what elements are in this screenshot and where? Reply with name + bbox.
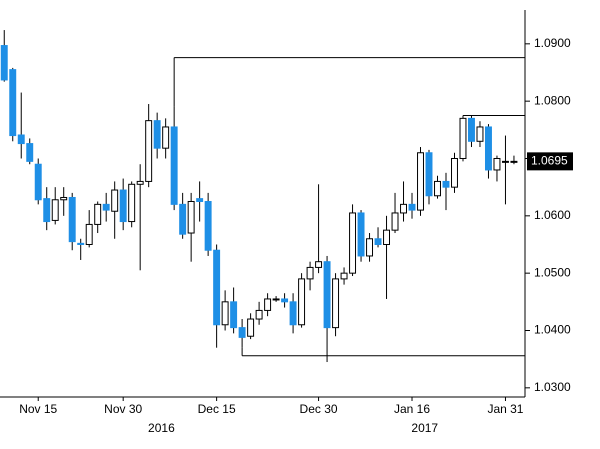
candle-body — [68, 196, 76, 243]
candle-body — [298, 278, 306, 326]
candle-body — [204, 200, 212, 251]
x-tick-label: Dec 30 — [300, 402, 338, 416]
candle-body — [434, 180, 441, 197]
candle-body — [85, 223, 93, 245]
candle-body — [238, 327, 246, 338]
y-tick-label: 1.0300 — [534, 380, 571, 394]
candle-body — [179, 203, 187, 235]
candle-body — [230, 301, 238, 329]
candle-body — [332, 278, 340, 329]
candle-body — [136, 180, 144, 185]
last-price-label: 1.0695 — [531, 154, 568, 168]
candle-body — [400, 203, 407, 214]
candle-body — [17, 134, 25, 145]
year-label: 2017 — [411, 421, 438, 435]
candle-body — [383, 229, 391, 245]
x-tick-label: Jan 31 — [487, 402, 523, 416]
candle-body — [357, 212, 365, 257]
candle-body — [255, 309, 263, 320]
candle-body — [34, 163, 42, 201]
candle-body — [128, 183, 136, 223]
candle-body — [94, 203, 102, 225]
candle-body — [9, 69, 17, 137]
x-tick-label: Nov 30 — [104, 402, 142, 416]
candle-body — [26, 143, 34, 162]
candle-body — [340, 272, 348, 280]
y-tick-label: 1.0500 — [534, 265, 571, 279]
x-tick-label: Dec 15 — [198, 402, 236, 416]
x-tick-label: Jan 16 — [394, 402, 430, 416]
candle-body — [315, 261, 323, 268]
candle-body — [51, 199, 59, 221]
candle-body — [408, 203, 416, 211]
candle-body — [170, 126, 178, 205]
y-tick-label: 1.0800 — [534, 93, 571, 107]
candle-body — [60, 196, 68, 201]
candle-body — [221, 301, 229, 326]
y-tick-label: 1.0900 — [534, 36, 571, 50]
candle-body — [510, 160, 518, 163]
candle-body — [196, 198, 204, 202]
candle-body — [0, 45, 8, 81]
candle-body — [111, 189, 119, 212]
candle-body — [374, 238, 382, 245]
candle-body — [501, 160, 509, 163]
candle-body — [484, 126, 492, 171]
candle-body — [153, 120, 161, 149]
candle-body — [119, 189, 127, 223]
candle-body — [187, 200, 195, 234]
x-tick-label: Nov 15 — [19, 402, 57, 416]
candle-body — [281, 298, 289, 303]
candle-body — [493, 157, 501, 171]
candle-body — [323, 261, 331, 329]
candle-body — [145, 120, 153, 182]
candle-body — [247, 318, 255, 337]
candle-body — [417, 152, 424, 211]
candle-body — [476, 126, 484, 142]
candle-body — [391, 212, 399, 231]
candle-body — [102, 203, 110, 211]
candle-body — [349, 212, 357, 274]
candle-body — [272, 298, 280, 301]
y-tick-label: 1.0400 — [534, 323, 571, 337]
last-price-box — [527, 152, 573, 171]
candle-body — [162, 126, 170, 149]
year-label: 2016 — [148, 421, 175, 435]
candle-body — [213, 249, 221, 326]
candle-body — [459, 117, 467, 159]
y-tick-label: 1.0600 — [534, 208, 571, 222]
candle-body — [289, 301, 297, 326]
candle-body — [451, 157, 458, 188]
candle-body — [468, 117, 475, 142]
candle-body — [442, 180, 450, 188]
candle-body — [77, 242, 85, 245]
candle-body — [43, 198, 51, 223]
candle-body — [264, 298, 272, 311]
candle-body — [306, 266, 314, 280]
candle-body — [366, 238, 374, 257]
candle-body — [425, 152, 433, 197]
